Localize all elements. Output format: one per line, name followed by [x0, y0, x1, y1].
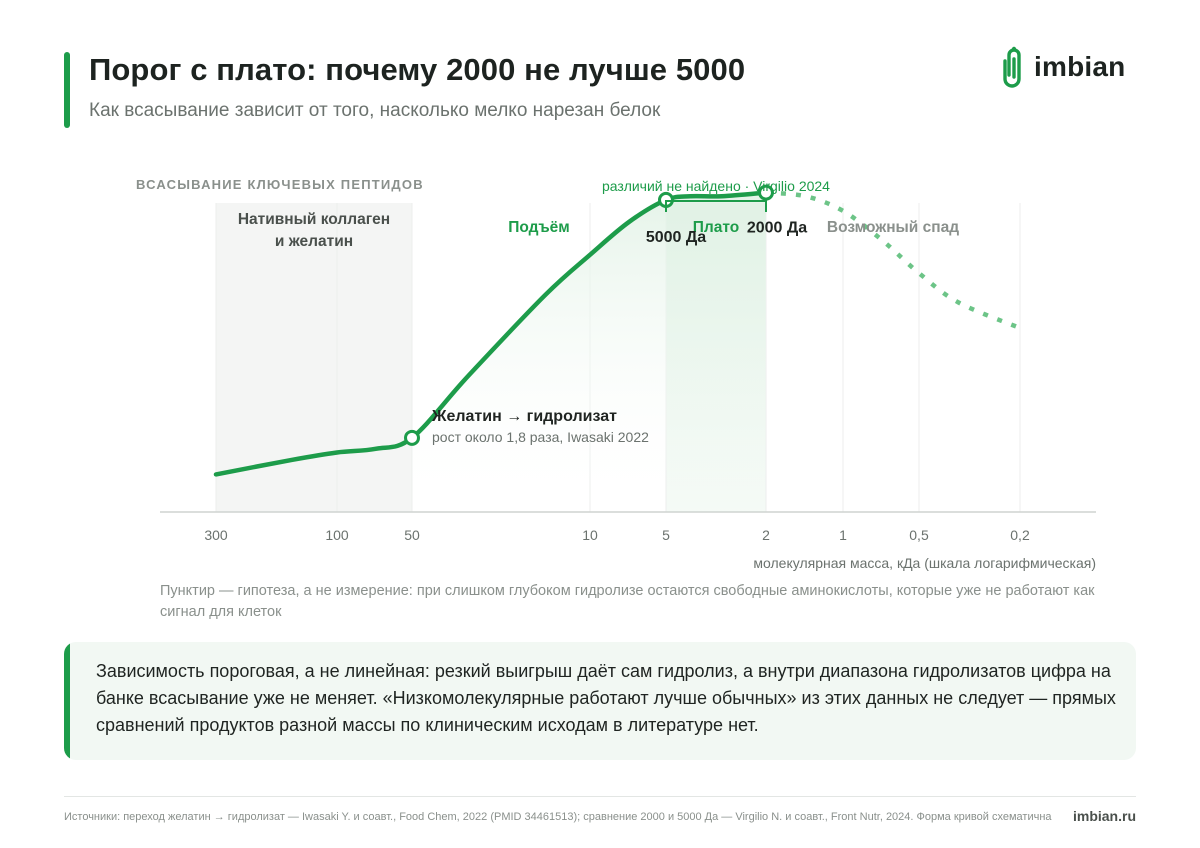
region-label: и желатин: [275, 233, 353, 250]
data-point: [404, 429, 420, 446]
region-label: Плато: [693, 219, 739, 236]
x-tick-label: 2: [762, 527, 770, 543]
callout-accent-bar: [64, 642, 70, 760]
callout-text: Зависимость пороговая, а не линейная: ре…: [96, 661, 1116, 735]
region-label: Подъём: [508, 219, 569, 236]
bracket-label: различий не найдено · Virgilio 2024: [602, 178, 830, 194]
footer-divider: [64, 796, 1136, 797]
sources-text: Источники: переход желатин → гидролизат …: [64, 811, 1052, 823]
point-title: Желатин → гидролизат: [431, 408, 617, 425]
site-link[interactable]: imbian.ru: [1072, 808, 1136, 824]
data-point: [758, 184, 774, 201]
logo-text: imbian: [1034, 51, 1126, 82]
x-tick-label: 50: [404, 527, 420, 543]
absorption-chart: 300 100 50 10 5 2 1 0,5 0,2 молекулярная масса, к…: [136, 177, 1096, 571]
title-accent-bar: [64, 52, 70, 128]
series-solid-line: [213, 190, 769, 477]
x-tick-label: 1: [839, 527, 847, 543]
x-tick-label: 0,2: [1010, 527, 1030, 543]
point-label: 2000 Да: [747, 220, 807, 237]
y-axis-title: ВСАСЫВАНИЕ КЛЮЧЕВЫХ ПЕПТИДОВ: [136, 177, 424, 192]
point-note: рост около 1,8 раза, Iwasaki 2022: [432, 429, 649, 445]
bracket-line: [665, 200, 767, 212]
logo[interactable]: imbian: [1002, 44, 1125, 90]
series-dashed-line: [765, 190, 1021, 331]
region-label: Возможный спад: [827, 219, 959, 236]
region-label: Нативный коллаген: [238, 211, 390, 228]
hypothesis-note: Пунктир — гипотеза, а не измерение: при …: [160, 583, 1095, 620]
paperclip-i-icon: [1003, 46, 1021, 88]
x-tick-label: 10: [582, 527, 598, 543]
x-tick-label: 100: [325, 527, 349, 543]
point-label: 5000 Да: [646, 229, 706, 246]
x-axis-title: молекулярная масса, кДа (шкала логарифми…: [753, 555, 1096, 571]
callout-box: Зависимость пороговая, а не линейная: ре…: [64, 642, 1136, 760]
curve-area: [412, 192, 766, 512]
region-native: [216, 203, 412, 512]
x-tick-label: 300: [204, 527, 228, 543]
page-subtitle: Как всасывание зависит от того, наскольк…: [89, 100, 661, 121]
x-tick-label: 0,5: [909, 527, 929, 543]
x-tick-label: 5: [662, 527, 670, 543]
page-title: Порог с плато: почему 2000 не лучше 5000: [89, 52, 746, 87]
